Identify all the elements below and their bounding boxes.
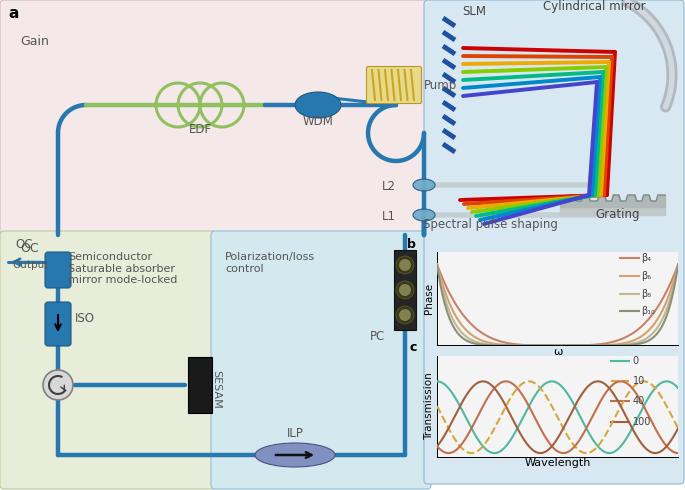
Text: EDF: EDF [188,123,212,136]
Circle shape [396,256,414,274]
FancyBboxPatch shape [45,252,71,288]
FancyBboxPatch shape [366,67,421,103]
Text: Grating: Grating [595,208,640,221]
Circle shape [396,306,414,324]
Text: 10: 10 [632,376,645,386]
Text: β₆: β₆ [642,271,651,281]
Text: WDM: WDM [303,115,334,128]
FancyBboxPatch shape [45,302,71,346]
Text: Semiconductor
Saturable absorber
mirror mode-locked: Semiconductor Saturable absorber mirror … [68,252,177,285]
Text: β₄: β₄ [642,253,651,263]
Text: β₈: β₈ [642,289,651,298]
Y-axis label: Phase: Phase [424,283,434,315]
Text: β₁₀: β₁₀ [642,306,656,317]
Text: Cylindrical mirror: Cylindrical mirror [543,0,646,13]
Ellipse shape [413,209,435,221]
Text: 0: 0 [632,356,638,366]
Ellipse shape [255,443,335,467]
Text: Pump: Pump [424,78,458,92]
Text: Spectral pulse shaping: Spectral pulse shaping [423,218,558,231]
Circle shape [396,281,414,299]
X-axis label: ω: ω [553,347,562,357]
Text: ILP: ILP [286,427,303,440]
Circle shape [399,309,411,321]
Text: Polarization/loss
control: Polarization/loss control [225,252,315,273]
Text: PC: PC [370,330,385,343]
Circle shape [43,370,73,400]
FancyBboxPatch shape [211,231,431,489]
Text: b: b [407,238,416,251]
Text: Output: Output [12,260,49,270]
Y-axis label: Transmission: Transmission [424,372,434,441]
Text: L2: L2 [382,179,396,193]
Text: ISO: ISO [75,312,95,325]
FancyBboxPatch shape [424,0,684,484]
Text: c: c [410,341,417,354]
FancyBboxPatch shape [0,231,216,489]
Text: 100: 100 [632,416,651,426]
Circle shape [399,259,411,271]
Text: a: a [8,6,18,21]
Text: OC: OC [20,242,38,255]
Bar [394,250,416,330]
FancyBboxPatch shape [0,0,428,236]
Text: SESAM: SESAM [211,369,221,408]
Text: Gain: Gain [20,35,49,48]
Text: OC: OC [15,238,32,251]
Ellipse shape [413,179,435,191]
Bar [188,357,212,413]
Circle shape [399,284,411,296]
X-axis label: Wavelength: Wavelength [525,458,590,468]
Ellipse shape [295,92,341,118]
Text: SLM: SLM [462,5,486,18]
Text: L1: L1 [382,210,396,222]
Text: 40: 40 [632,396,645,406]
